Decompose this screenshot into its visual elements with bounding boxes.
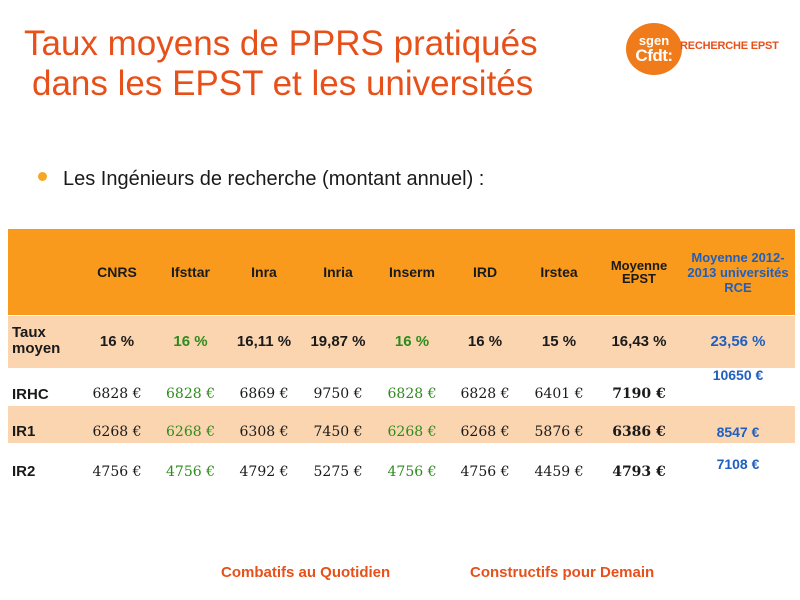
- table-row-band-taux: [8, 316, 795, 368]
- table-cell: 8547 €: [716, 423, 760, 440]
- table-cell: 4756 €: [460, 463, 510, 480]
- logo-top-text: sgen: [638, 33, 670, 48]
- table-cell: 15 %: [541, 332, 577, 350]
- header-inra: Inra: [251, 264, 277, 280]
- table-row: Taux moyen 16 % 16 % 16,11 % 19,87 % 16 …: [8, 315, 795, 367]
- table-cell: 10650 €: [712, 367, 764, 383]
- table-row: IR1 6268 € 6268 € 6308 € 7450 € 6268 € 6…: [8, 413, 795, 450]
- table-cell: 5876 €: [534, 423, 584, 440]
- table-header-row: CNRS Ifsttar Inra Inria Inserm IRD Irste…: [8, 229, 795, 315]
- title-line-1: Taux moyens de PPRS pratiqués: [24, 24, 538, 63]
- table-cell: 16,43 %: [611, 332, 667, 350]
- table-cell: 7190 €: [612, 386, 666, 402]
- table-cell: 16 %: [99, 332, 135, 350]
- header-ird: IRD: [472, 264, 498, 280]
- bullet-item: Les Ingénieurs de recherche (montant ann…: [38, 168, 484, 191]
- footer-right-slogan: Constructifs pour Demain: [470, 564, 655, 581]
- footer-left-slogan: Combatifs au Quotidien: [221, 564, 391, 581]
- title-line-2: dans les EPST et les universités: [32, 64, 534, 103]
- table-cell: 6268 €: [92, 423, 142, 440]
- table-cell: 6828 €: [166, 386, 215, 402]
- table-cell: 9750 €: [313, 386, 363, 402]
- bullet-dot-icon: [38, 172, 47, 181]
- table-cell: 4756 €: [387, 463, 437, 480]
- table-row: IR2 4756 € 4756 € 4792 € 5275 € 4756 € 4…: [8, 450, 795, 493]
- table-cell: 16,11 %: [236, 332, 292, 350]
- header-irstea: Irstea: [540, 264, 578, 280]
- table-row-band-ir1: [8, 406, 795, 443]
- table-cell: 16 %: [394, 332, 430, 350]
- header-inria: Inria: [323, 264, 353, 280]
- table-cell: 6828 €: [92, 386, 142, 402]
- table-cell: 7450 €: [313, 423, 363, 440]
- table-cell: 6828 €: [460, 386, 510, 402]
- logo-bottom-text: Cfdt:: [635, 46, 673, 65]
- table-cell: 6828 €: [387, 386, 437, 402]
- header-moyenne-universites: Moyenne 2012-2013 universités RCE: [687, 249, 789, 295]
- table-cell: 5275 €: [313, 463, 363, 480]
- table-cell: 6308 €: [239, 423, 289, 440]
- row-label: Taux moyen: [12, 324, 61, 357]
- row-label: IR2: [12, 463, 36, 480]
- pprs-rates-table: CNRS Ifsttar Inra Inria Inserm IRD Irste…: [8, 229, 795, 493]
- header-inserm: Inserm: [389, 264, 435, 280]
- table-header-band: [8, 229, 795, 315]
- table-cell: 6268 €: [166, 423, 215, 440]
- table-cell: 6401 €: [534, 386, 584, 402]
- table-row: IRHC 6828 € 6828 € 6869 € 9750 € 6828 € …: [8, 367, 795, 413]
- row-label: IR1: [12, 423, 36, 440]
- table-cell: 6386 €: [612, 423, 666, 440]
- table-cell: 4459 €: [534, 463, 584, 480]
- table-cell: 6268 €: [387, 423, 437, 440]
- row-label: IRHC: [12, 385, 49, 403]
- header-cnrs: CNRS: [97, 264, 137, 280]
- header-empty: [8, 229, 80, 315]
- table-cell: 16 %: [173, 332, 208, 350]
- header-ifsttar: Ifsttar: [171, 264, 210, 280]
- slide-title: Taux moyens de PPRS pratiqués dans les E…: [24, 24, 538, 104]
- sgen-cfdt-logo: sgen Cfdt: RECHERCHE EPST: [626, 20, 779, 78]
- logo-badge: sgen Cfdt:: [626, 23, 682, 75]
- table-cell: 4756 €: [92, 463, 142, 480]
- logo-side-text: RECHERCHE EPST: [680, 40, 779, 52]
- table-cell: 4793 €: [612, 463, 666, 480]
- table-cell: 6268 €: [460, 423, 510, 440]
- table-cell: 23,56 %: [710, 332, 766, 350]
- bullet-text: Les Ingénieurs de recherche (montant ann…: [63, 168, 485, 190]
- table-cell: 4792 €: [239, 463, 289, 480]
- table-cell: 16 %: [467, 332, 503, 350]
- header-moyenne-epst: Moyenne EPST: [610, 258, 668, 286]
- table-cell: 6869 €: [239, 386, 289, 402]
- table-cell: 4756 €: [166, 463, 215, 480]
- table-cell: 19,87 %: [310, 332, 366, 350]
- table-cell: 7108 €: [716, 456, 760, 472]
